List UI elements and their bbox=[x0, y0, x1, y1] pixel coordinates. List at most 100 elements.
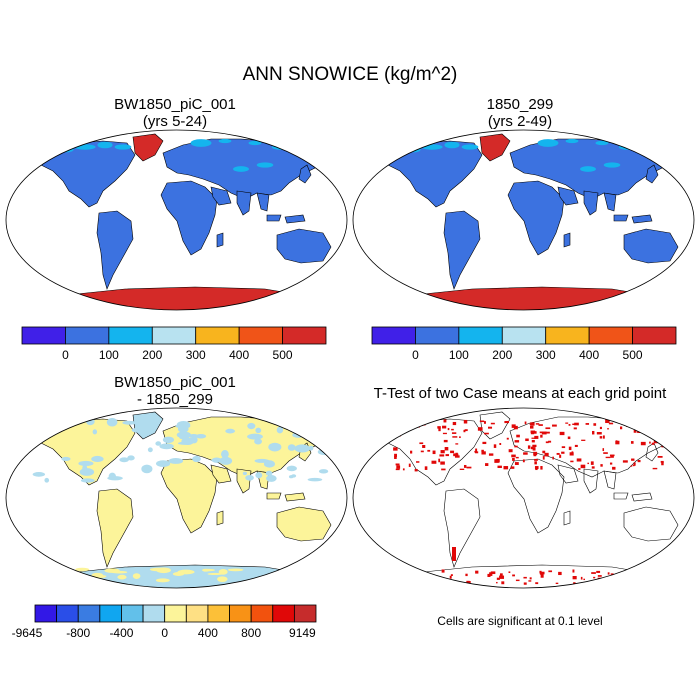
significant-cell bbox=[545, 441, 549, 444]
land-arabia bbox=[557, 186, 579, 206]
significant-cell bbox=[422, 444, 426, 448]
difference-patch bbox=[282, 419, 291, 424]
difference-patch bbox=[211, 457, 222, 463]
difference-patch bbox=[195, 433, 207, 439]
difference-patch bbox=[217, 576, 228, 583]
significant-cell bbox=[528, 580, 532, 582]
significant-cell bbox=[546, 431, 550, 434]
significant-cell bbox=[496, 577, 500, 580]
significant-cell bbox=[394, 455, 397, 459]
significant-cell bbox=[454, 455, 460, 458]
significant-cell bbox=[559, 431, 565, 436]
land-madagascar bbox=[216, 510, 224, 526]
significant-cell bbox=[450, 574, 453, 576]
significant-cell bbox=[624, 571, 629, 576]
significant-cell bbox=[578, 468, 581, 470]
snow-patch bbox=[603, 162, 621, 168]
land-india bbox=[583, 190, 599, 216]
colorbar-label: 800 bbox=[241, 626, 261, 640]
difference-patch bbox=[288, 475, 294, 479]
significant-cell bbox=[615, 440, 618, 442]
colorbar-label: 400 bbox=[579, 348, 599, 362]
significant-cell bbox=[523, 452, 528, 455]
colorbar-label: 0 bbox=[161, 626, 168, 640]
significant-cell bbox=[414, 468, 418, 472]
difference-patch bbox=[176, 420, 191, 430]
significant-cell bbox=[424, 466, 428, 470]
colorbar-swatch bbox=[293, 604, 317, 623]
land-madagascar bbox=[563, 232, 571, 248]
significant-cell bbox=[610, 573, 614, 575]
significant-cell bbox=[640, 441, 646, 446]
significant-cell bbox=[463, 419, 468, 424]
significant-cell bbox=[539, 431, 543, 434]
significant-cell bbox=[535, 468, 538, 471]
panel-title-case1: BW1850_piC_001 (yrs 5-24) bbox=[85, 96, 265, 130]
difference-patch bbox=[207, 572, 223, 576]
significant-cell bbox=[451, 428, 454, 431]
significant-cell bbox=[514, 440, 520, 443]
significant-cell bbox=[522, 459, 525, 463]
colorbar-swatch bbox=[99, 604, 122, 623]
significant-cell bbox=[431, 460, 437, 464]
difference-patch bbox=[317, 448, 332, 456]
snow-patch bbox=[444, 141, 460, 149]
colorbar-swatch bbox=[588, 326, 633, 345]
significant-cell bbox=[533, 451, 538, 456]
significant-cell bbox=[603, 452, 608, 454]
land-africa bbox=[507, 180, 565, 256]
land-africa bbox=[160, 458, 218, 534]
significant-cell bbox=[625, 419, 629, 422]
colorbar-swatch bbox=[142, 604, 166, 623]
significant-cell bbox=[622, 460, 628, 463]
significant-cell bbox=[466, 580, 470, 584]
significant-cell bbox=[396, 465, 401, 469]
significant-cell bbox=[593, 576, 596, 579]
significant-cell bbox=[445, 448, 448, 450]
significant-cell bbox=[496, 581, 498, 584]
significant-cell bbox=[532, 447, 536, 451]
colorbar-swatch bbox=[164, 604, 187, 623]
significant-cell bbox=[534, 461, 537, 465]
significant-cell bbox=[494, 459, 499, 463]
difference-patch bbox=[132, 573, 141, 579]
significant-cell bbox=[583, 578, 585, 581]
colorbar-swatch bbox=[282, 326, 327, 345]
colorbar-swatch bbox=[272, 604, 295, 623]
significant-cell bbox=[527, 445, 531, 449]
map-ttest bbox=[352, 407, 695, 589]
colorbar-label: 9149 bbox=[289, 626, 316, 640]
significant-cell bbox=[423, 421, 426, 425]
significant-cell bbox=[532, 444, 537, 448]
significant-cell bbox=[608, 422, 614, 425]
land-newZealand bbox=[331, 540, 342, 554]
significant-cell bbox=[482, 441, 487, 445]
significant-cell bbox=[453, 453, 456, 457]
colorbar-label: -9645 bbox=[12, 626, 43, 640]
significant-cell bbox=[454, 453, 459, 456]
colorbar-swatch bbox=[21, 326, 66, 345]
land-arabia bbox=[557, 464, 579, 484]
significant-cell bbox=[630, 465, 633, 467]
land-australia bbox=[276, 228, 332, 264]
significant-cell bbox=[493, 444, 497, 448]
difference-patch bbox=[247, 433, 263, 440]
map-border bbox=[5, 129, 348, 311]
significant-cell bbox=[408, 463, 411, 467]
significant-cell bbox=[451, 432, 457, 434]
significant-cell bbox=[534, 466, 539, 469]
difference-patch bbox=[202, 568, 215, 572]
significant-cell bbox=[581, 439, 586, 441]
difference-patch bbox=[247, 422, 256, 430]
significant-cell bbox=[590, 461, 594, 465]
difference-patch bbox=[308, 445, 314, 451]
significant-cell bbox=[556, 452, 560, 455]
significant-cell bbox=[438, 428, 441, 432]
difference-patch bbox=[221, 450, 229, 459]
significant-cell bbox=[452, 547, 456, 561]
difference-patch bbox=[162, 436, 175, 444]
land-australia bbox=[276, 506, 332, 542]
snow-patch bbox=[27, 152, 43, 158]
significant-cell bbox=[541, 431, 547, 435]
land-newZealand bbox=[678, 262, 689, 276]
